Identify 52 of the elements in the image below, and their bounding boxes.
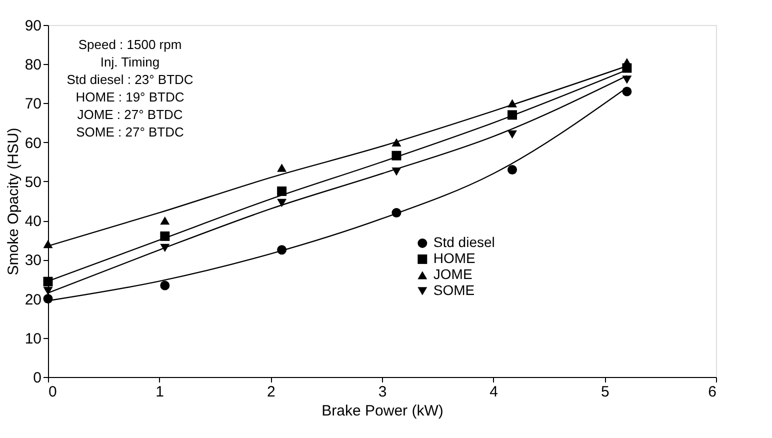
y-tick-label: 80	[24, 56, 42, 74]
point	[622, 86, 632, 96]
point	[508, 99, 518, 108]
annotation: JOME : 27° BTDC	[77, 107, 183, 122]
annotation: Inj. Timing	[100, 54, 160, 70]
y-tick-label: 30	[24, 252, 42, 270]
point	[43, 240, 53, 248]
annotation: Std diesel : 23° BTDC	[66, 72, 194, 87]
y-tick-label: 0	[33, 370, 42, 386]
y-tick-label: 40	[24, 213, 42, 230]
point	[508, 110, 518, 120]
legend-label: Std diesel	[433, 234, 495, 250]
point	[160, 216, 170, 225]
x-tick-label: 4	[490, 384, 498, 400]
y-tick-label: 70	[24, 96, 42, 113]
legend-label: SOME	[433, 282, 475, 298]
annotation: HOME : 19° BTDC	[76, 90, 184, 104]
x-tick-label: 0	[48, 384, 57, 400]
y-tick-label: 60	[24, 134, 42, 152]
point	[392, 150, 402, 160]
point	[43, 294, 53, 304]
legend-label: HOME	[433, 250, 476, 266]
annotation: Speed : 1500 rpm	[78, 37, 182, 52]
legend-label: JOME	[433, 266, 472, 282]
point	[160, 231, 170, 241]
point	[277, 164, 287, 172]
point	[622, 58, 632, 66]
annotation: SOME : 27° BTDC	[76, 124, 184, 140]
point	[392, 138, 402, 146]
point	[160, 244, 170, 252]
x-tick-label: 2	[266, 384, 276, 400]
y-tick-label: 20	[24, 291, 42, 308]
y-tick-label: 90	[24, 18, 42, 34]
point	[508, 164, 518, 174]
point	[277, 186, 287, 196]
point	[392, 208, 402, 218]
point	[392, 168, 402, 176]
point	[622, 76, 632, 84]
x-tick-label: 3	[378, 384, 387, 400]
y-axis-title: Smoke Opacity (HSU)	[4, 128, 22, 276]
point	[277, 198, 287, 208]
point	[277, 245, 287, 255]
x-axis-title: Brake Power (kW)	[322, 402, 444, 420]
point	[508, 130, 518, 139]
y-tick-label: 10	[24, 330, 42, 348]
point	[160, 280, 170, 290]
y-tick-label: 50	[24, 174, 42, 191]
x-tick-label: 6	[708, 384, 716, 400]
point	[43, 276, 53, 286]
x-tick-label: 5	[600, 384, 610, 400]
x-tick-label: 1	[156, 384, 164, 400]
point	[43, 286, 53, 296]
